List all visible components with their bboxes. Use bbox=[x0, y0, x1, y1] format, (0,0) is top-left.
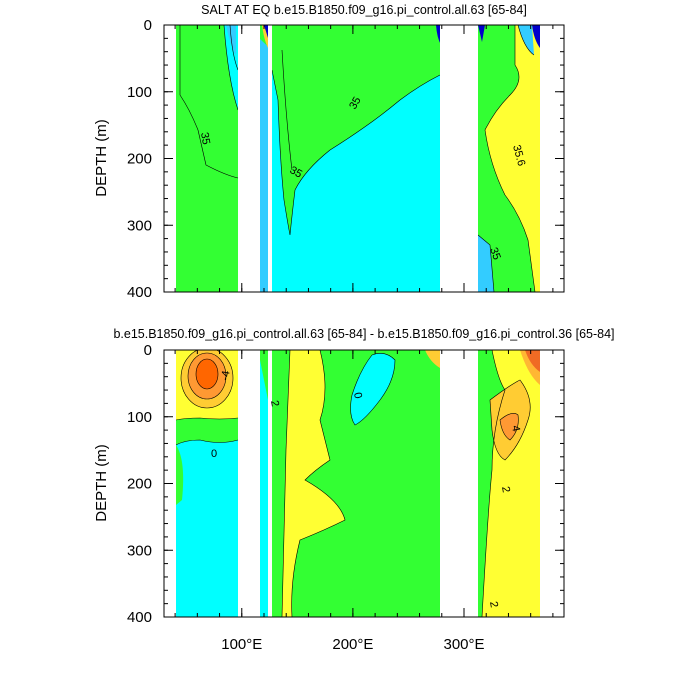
x-tick-label: 300°E bbox=[443, 636, 484, 653]
contour-line bbox=[281, 350, 291, 617]
contour-line bbox=[179, 25, 239, 179]
y-tick-label: 300 bbox=[127, 542, 152, 559]
region-central-green bbox=[272, 25, 440, 235]
region-east-lightblue bbox=[478, 235, 494, 292]
region-east-green bbox=[478, 25, 535, 292]
panel-bottom-field bbox=[164, 350, 564, 617]
contour-line bbox=[271, 69, 441, 236]
contour-label: 2 bbox=[487, 600, 500, 608]
panel-top-axes: 0 100 200 300 400 bbox=[127, 17, 564, 301]
region-central-blue bbox=[436, 25, 441, 45]
contour-line bbox=[175, 439, 239, 446]
land-mask-2 bbox=[268, 25, 272, 292]
region-strip-blue bbox=[264, 25, 269, 38]
panel-top-ylabel: DEPTH (m) bbox=[93, 119, 110, 197]
contour-line bbox=[272, 350, 346, 617]
contour-label: 35 bbox=[198, 131, 212, 145]
region-east-blue-right bbox=[532, 25, 540, 48]
contour-line bbox=[187, 352, 227, 400]
contour-label: 4 bbox=[509, 424, 522, 432]
contour-line bbox=[229, 25, 239, 71]
land-mask-1 bbox=[238, 25, 260, 292]
region-west-green-tail bbox=[176, 445, 184, 505]
y-tick-label: 0 bbox=[144, 342, 152, 359]
region-east-orange-top bbox=[520, 350, 540, 385]
panel-top-title: SALT AT EQ b.e15.B1850.f09_g16.pi_contro… bbox=[201, 3, 527, 17]
contour-line bbox=[484, 25, 536, 292]
land-mask-1 bbox=[238, 350, 260, 617]
contour-label: 2 bbox=[268, 399, 281, 407]
region-east-orange bbox=[500, 413, 519, 440]
region-east-green bbox=[478, 350, 505, 617]
region-east-lightblue-top bbox=[518, 25, 534, 55]
region-strip-cyan bbox=[260, 350, 268, 617]
panel-bottom-title: b.e15.B1850.f09_g16.pi_control.all.63 [6… bbox=[113, 327, 614, 341]
y-tick-label: 400 bbox=[127, 284, 152, 301]
panel-bottom: b.e15.B1850.f09_g16.pi_control.all.63 [6… bbox=[93, 327, 615, 653]
land-mask-3 bbox=[440, 25, 478, 292]
y-tick-label: 100 bbox=[127, 409, 152, 426]
y-tick-label: 100 bbox=[127, 84, 152, 101]
contour-label: 35 bbox=[487, 246, 502, 262]
contour-line bbox=[175, 417, 239, 421]
contour-label: 2 bbox=[499, 485, 512, 493]
region-west-lightblue bbox=[226, 25, 236, 55]
region-central-green-edge bbox=[272, 350, 290, 617]
region-east-blue-left bbox=[478, 25, 485, 42]
contour-line bbox=[481, 350, 506, 617]
contour-label: 35 bbox=[288, 164, 305, 181]
y-tick-label: 200 bbox=[127, 476, 152, 493]
contour-line bbox=[223, 25, 239, 111]
contour-line bbox=[499, 413, 519, 441]
contour-line bbox=[195, 358, 219, 390]
region-strip-lightblue bbox=[260, 25, 268, 292]
x-tick-label: 200°E bbox=[332, 636, 373, 653]
land-mask-3 bbox=[440, 350, 478, 617]
y-tick-label: 400 bbox=[127, 609, 152, 626]
region-west-green-deep bbox=[176, 25, 238, 292]
x-tick-label: 100°E bbox=[221, 636, 262, 653]
contour-label: 0 bbox=[351, 391, 364, 399]
contour-line bbox=[489, 379, 531, 461]
region-west-redorange bbox=[196, 359, 218, 389]
y-tick-label: 200 bbox=[127, 151, 152, 168]
contour-label: 0 bbox=[211, 448, 217, 460]
y-tick-label: 0 bbox=[144, 17, 152, 34]
panel-top: SALT AT EQ b.e15.B1850.f09_g16.pi_contro… bbox=[93, 3, 565, 301]
contour-label: -4 bbox=[219, 370, 233, 382]
region-central-yellow bbox=[272, 350, 345, 617]
contour-label: 35 bbox=[347, 95, 364, 112]
contour-label: 35.6 bbox=[510, 144, 527, 168]
contour-line bbox=[477, 234, 495, 292]
panel-top-field bbox=[164, 25, 564, 292]
region-central-orange bbox=[425, 350, 440, 368]
panel-bottom-ylabel: DEPTH (m) bbox=[93, 444, 110, 522]
contour-line bbox=[350, 353, 396, 426]
land-mask-2 bbox=[268, 350, 272, 617]
contour-line bbox=[517, 25, 535, 56]
contour-line bbox=[180, 350, 234, 409]
region-strip-green bbox=[260, 350, 268, 400]
y-tick-label: 300 bbox=[127, 217, 152, 234]
contour-line bbox=[281, 49, 293, 171]
